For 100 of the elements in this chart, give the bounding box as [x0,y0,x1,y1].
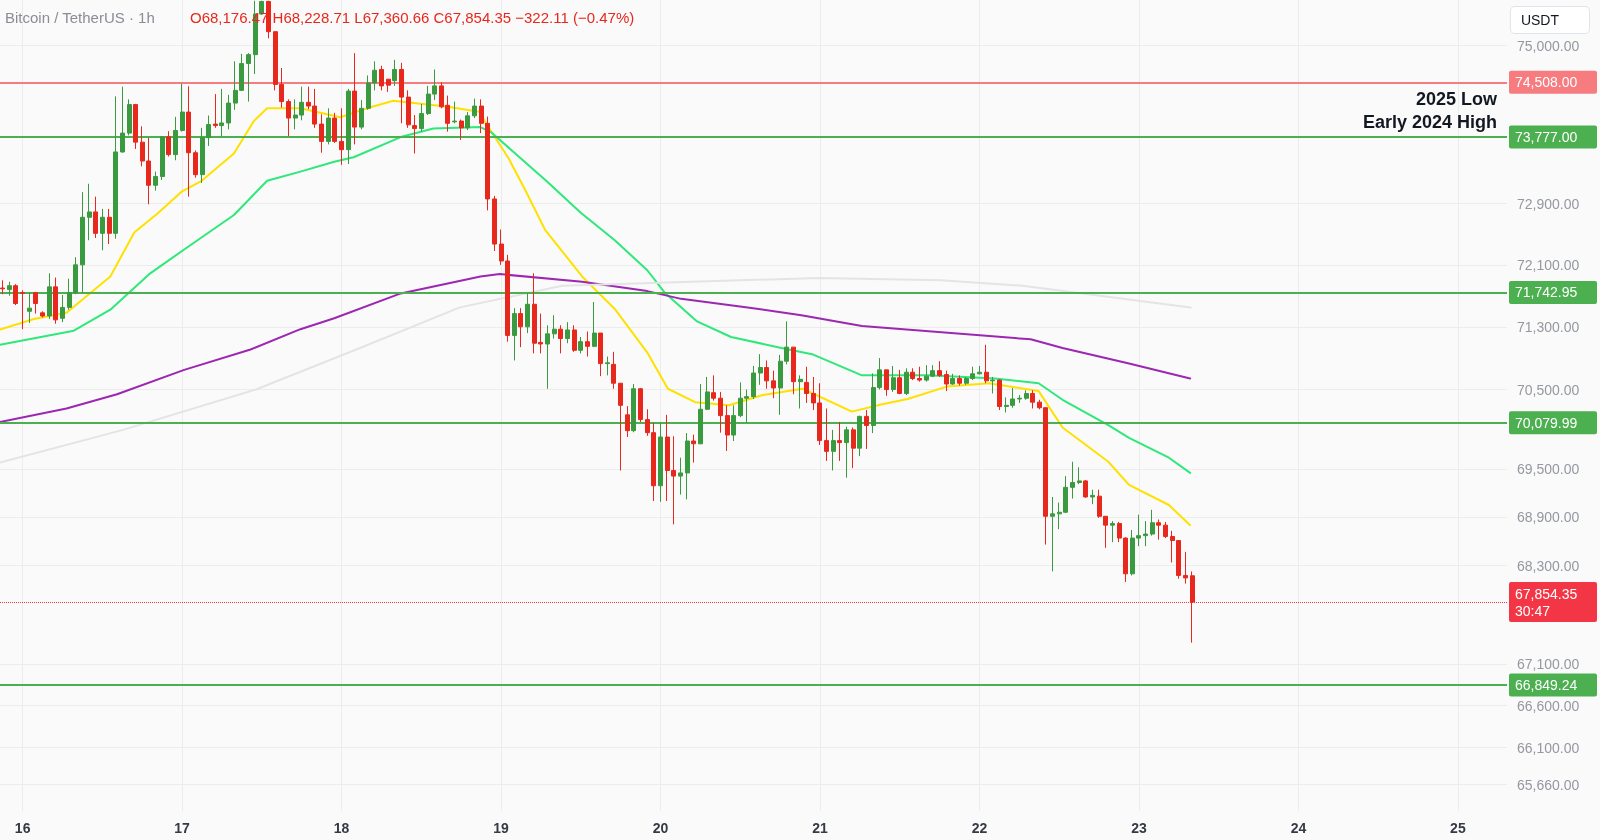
candlestick [997,378,1002,411]
candlestick [611,351,616,390]
candlestick [286,98,291,137]
candlestick [990,376,995,394]
text: Bitcoin / TetherUS · 1h [5,9,155,26]
candlestick [512,307,517,361]
candlestick [950,373,955,386]
y-tick-label: 70,500.00 [1517,381,1580,398]
candlestick [160,135,165,181]
candlestick [558,324,563,354]
y-tick-label: 75,000.00 [1517,37,1580,54]
candlestick [53,277,58,325]
candlestick [904,367,909,396]
candlestick [572,324,577,353]
candlestick [631,383,636,433]
candlestick [625,405,630,438]
candlestick [578,336,583,354]
candlestick [705,376,710,411]
candlestick [751,365,756,400]
x-tick-label: 18 [333,820,350,836]
candlestick [20,289,25,330]
candlestick [319,113,324,154]
y-tick-label: 68,900.00 [1517,509,1580,526]
candlestick [831,429,836,472]
candlestick [246,52,251,103]
x-tick-label: 23 [1131,820,1147,836]
candlestick [771,370,776,399]
candlestick [764,359,769,390]
candlestick [379,65,384,91]
candlestick [13,283,18,306]
candlestick [618,382,623,472]
candlestick [1077,466,1082,485]
candlestick [598,332,603,377]
candlestick [1183,551,1188,585]
candlestick [219,88,224,137]
ref-line-label: 66,849.24 [1515,676,1578,693]
x-tick-label: 16 [14,820,31,836]
candlestick [0,279,5,295]
annotation: 2025 Low [1415,89,1498,109]
candlestick [851,426,856,469]
candlestick [758,353,763,386]
candlestick [891,365,896,393]
y-tick-label: 69,500.00 [1517,460,1580,477]
candlestick [133,103,138,150]
y-tick-label: 66,600.00 [1517,697,1580,714]
candlestick [824,407,829,462]
candlestick [718,391,723,434]
candlestick [180,83,185,133]
ref-line-label: 74,508.00 [1515,74,1578,91]
candlestick [698,383,703,445]
candlestick [844,426,849,479]
candlestick [837,421,842,462]
candlestick [339,107,344,166]
x-tick-label: 19 [493,820,510,836]
x-tick-label: 20 [652,820,669,836]
candlestick [93,196,98,239]
candlestick [266,0,271,39]
candlestick [60,294,65,323]
candlestick [173,116,178,161]
line-series [0,273,1192,423]
candlestick [1024,389,1029,401]
candlestick [638,387,643,423]
candlestick [153,171,158,192]
candlestick [984,344,989,384]
candlestick [552,314,557,340]
x-tick-label: 22 [971,820,988,836]
candlestick [944,370,949,392]
candlestick [87,183,92,241]
candlestick [27,292,32,324]
candlestick [605,356,610,376]
candlestick [399,62,404,124]
ref-line-label: 71,742.95 [1515,284,1578,301]
candlestick [1017,394,1022,404]
candlestick [406,89,411,129]
candlestick [472,98,477,119]
candlestick [7,281,12,297]
candlestick [465,111,470,131]
candlestick [691,434,696,464]
candlestick [100,208,105,251]
candlestick [186,85,191,198]
candlestick [1050,496,1055,572]
y-tick-label: 68,300.00 [1517,557,1580,574]
candlestick [419,103,424,133]
candlestick [492,195,497,252]
candlestick [1150,509,1155,537]
candlestick [1163,521,1168,539]
candlestick [80,191,85,294]
candlestick [412,114,417,154]
candlestick [658,422,663,503]
candlestick [359,99,364,130]
candlestick [565,321,570,344]
candlestick [1143,520,1148,547]
candlestick [346,88,351,165]
candlestick [386,78,391,93]
ref-line-label: 67,854.35 30:47 [1515,585,1578,619]
x-tick-label: 17 [174,820,191,836]
candlestick [957,374,962,387]
candlestick [525,292,530,334]
candlestick [40,310,45,318]
candlestick [459,119,464,141]
